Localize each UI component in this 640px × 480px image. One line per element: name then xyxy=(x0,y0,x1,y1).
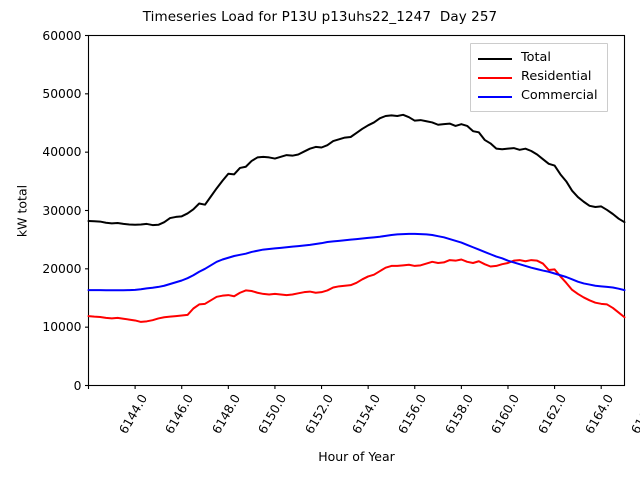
x-axis-ticks xyxy=(87,385,602,389)
legend-item-total: Total xyxy=(478,49,598,68)
y-axis-label: kW total xyxy=(14,184,30,237)
series-line-total xyxy=(87,113,626,227)
series-line-residential xyxy=(87,258,626,323)
y-tick-label: 10000 xyxy=(42,320,82,335)
legend-item-commercial: Commercial xyxy=(478,87,598,106)
y-tick-label: 0 xyxy=(73,378,82,393)
legend-label: Total xyxy=(521,50,551,66)
y-tick-label: 40000 xyxy=(42,145,82,160)
legend-label: Residential xyxy=(521,69,592,85)
y-tick-label: 20000 xyxy=(42,261,82,276)
y-axis-ticks xyxy=(85,34,89,387)
legend-line-swatch-icon xyxy=(478,95,512,98)
legend: Total Residential Commercial xyxy=(470,43,608,112)
legend-line-swatch-icon xyxy=(478,76,512,79)
data-lines xyxy=(87,113,626,323)
y-tick-label: 30000 xyxy=(42,203,82,218)
legend-label: Commercial xyxy=(521,88,598,104)
x-axis-label: Hour of Year xyxy=(318,449,395,464)
legend-line-swatch-icon xyxy=(478,57,512,60)
chart-title: Timeseries Load for P13U p13uhs22_1247 D… xyxy=(142,9,498,25)
y-tick-label: 50000 xyxy=(42,86,82,101)
y-tick-label: 60000 xyxy=(42,28,82,43)
legend-item-residential: Residential xyxy=(478,68,598,87)
series-line-commercial xyxy=(87,232,626,292)
